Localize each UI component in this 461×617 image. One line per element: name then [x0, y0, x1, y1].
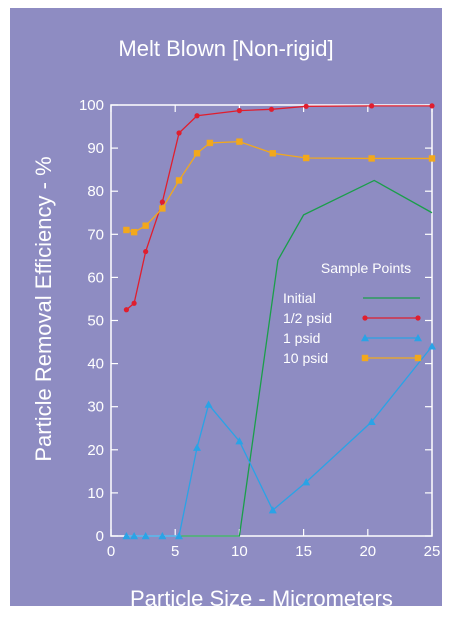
chart-frame: Melt Blown [Non-rigid] Particle Removal … [10, 8, 442, 611]
data-point-10-psid [206, 139, 214, 147]
legend-marker-1-psid [414, 334, 422, 342]
series-line-initial [179, 179, 433, 537]
data-point-1-2-psid [303, 103, 309, 109]
y-tick-label: 50 [87, 313, 104, 330]
data-point-1-psid [175, 532, 184, 540]
data-point-1-psid [367, 417, 376, 425]
legend-marker-1-2-psid [415, 315, 421, 321]
legend-marker-10-psid [414, 354, 422, 362]
data-point-10-psid [368, 155, 375, 162]
data-point-1-2-psid [236, 108, 242, 114]
data-point-1-psid [130, 532, 139, 540]
series-line-1-psid [126, 345, 433, 537]
x-tick-label: 25 [424, 543, 441, 560]
data-point-10-psid [159, 205, 166, 212]
data-point-10-psid [123, 226, 130, 234]
legend-label-1-psid: 1 psid [283, 330, 320, 346]
y-tick-label: 10 [87, 485, 104, 502]
x-axis-label: Particle Size - Micrometers [130, 586, 393, 611]
data-point-10-psid [236, 138, 243, 145]
data-point-10-psid [269, 150, 276, 157]
y-tick-label: 60 [87, 269, 104, 286]
data-point-1-2-psid [143, 248, 149, 255]
y-tick-label: 90 [87, 140, 104, 157]
legend-title: Sample Points [321, 260, 411, 276]
y-tick-label: 20 [87, 442, 104, 459]
data-point-1-psid [268, 506, 277, 514]
legend-label-10-psid: 10 psid [283, 350, 328, 366]
data-point-1-psid [122, 532, 131, 540]
legend-label-1-2-psid: 1/2 psid [283, 310, 332, 326]
y-tick-label: 30 [87, 399, 104, 416]
legend-marker-10-psid [361, 354, 369, 362]
series-line-1-2-psid [125, 105, 432, 311]
data-point-1-2-psid [194, 113, 200, 119]
chart-title: Melt Blown [Non-rigid] [118, 36, 334, 61]
data-point-10-psid [193, 150, 201, 157]
data-point-1-psid [204, 400, 213, 408]
data-point-10-psid [175, 177, 183, 184]
data-point-1-psid [193, 443, 202, 451]
data-point-1-2-psid [131, 300, 137, 306]
data-point-1-2-psid [123, 307, 130, 313]
y-tick-label: 0 [96, 528, 104, 545]
y-tick-label: 70 [87, 226, 104, 243]
data-point-1-2-psid [369, 103, 375, 109]
data-point-1-psid [158, 532, 167, 540]
y-tick-label: 80 [87, 183, 104, 200]
data-point-10-psid [142, 222, 149, 229]
data-point-1-psid [428, 342, 436, 350]
data-point-1-2-psid [268, 106, 275, 112]
x-tick-label: 15 [295, 543, 312, 560]
data-point-10-psid [428, 155, 436, 162]
y-tick-label: 40 [87, 356, 104, 373]
data-point-1-psid [141, 532, 150, 540]
x-tick-label: 5 [171, 543, 179, 560]
data-point-1-psid [235, 437, 244, 445]
data-point-10-psid [302, 154, 310, 162]
y-tick-label: 100 [79, 97, 104, 114]
plot-area: 0 10 20 30 40 50 60 70 80 90 100 0 5 10 15 20 25 Sample P… [79, 97, 441, 560]
legend-marker-1-psid [361, 334, 369, 342]
legend-label-initial: Initial [283, 290, 316, 306]
data-point-1-2-psid [176, 130, 182, 136]
x-tick-label: 10 [231, 543, 248, 560]
data-point-1-psid [302, 478, 311, 486]
data-point-1-2-psid [159, 199, 165, 205]
plot-border [110, 104, 433, 537]
x-tick-label: 20 [359, 543, 376, 560]
legend-marker-1-2-psid [362, 315, 368, 321]
x-tick-label: 0 [107, 543, 115, 560]
data-point-1-2-psid [429, 103, 435, 109]
data-point-10-psid [130, 228, 138, 236]
